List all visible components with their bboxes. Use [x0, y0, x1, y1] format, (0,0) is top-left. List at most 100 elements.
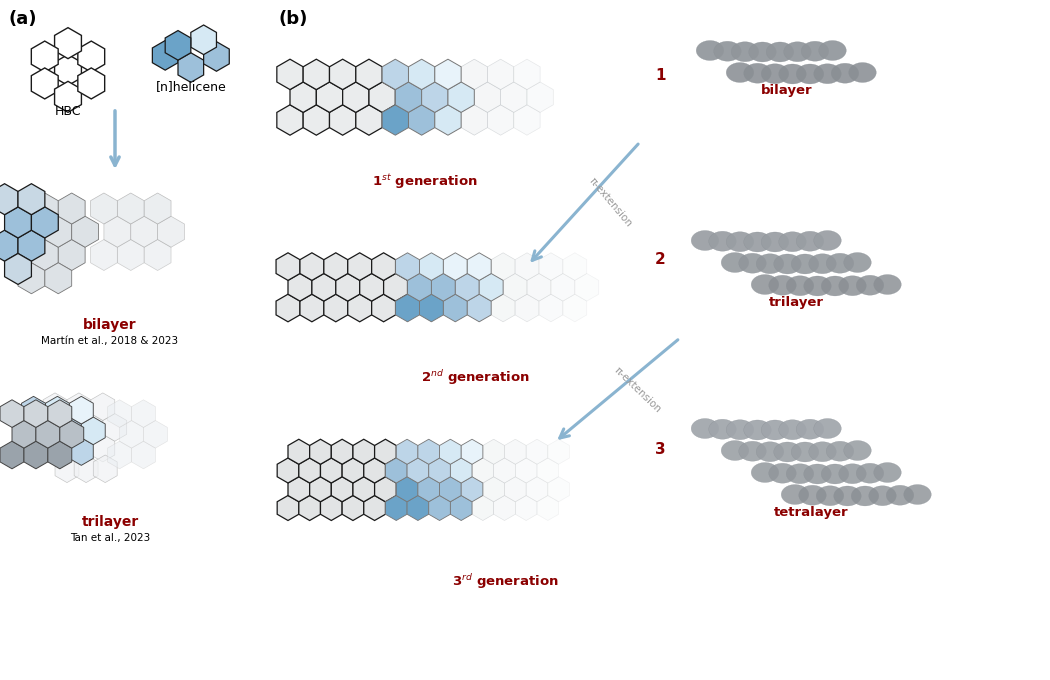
Polygon shape — [491, 253, 516, 280]
Ellipse shape — [786, 276, 814, 296]
Ellipse shape — [779, 232, 806, 252]
Polygon shape — [103, 413, 127, 441]
Polygon shape — [375, 477, 396, 502]
Polygon shape — [418, 477, 440, 502]
Ellipse shape — [844, 252, 872, 273]
Ellipse shape — [696, 41, 723, 61]
Polygon shape — [0, 441, 24, 469]
Ellipse shape — [874, 462, 901, 483]
Polygon shape — [78, 41, 105, 72]
Polygon shape — [461, 105, 487, 135]
Ellipse shape — [761, 64, 789, 84]
Polygon shape — [22, 396, 45, 424]
Polygon shape — [323, 253, 348, 280]
Polygon shape — [67, 435, 91, 462]
Text: 3$^{rd}$ generation: 3$^{rd}$ generation — [452, 572, 559, 591]
Polygon shape — [58, 193, 85, 224]
Polygon shape — [79, 413, 103, 441]
Polygon shape — [45, 396, 69, 424]
Ellipse shape — [739, 253, 766, 273]
Polygon shape — [418, 439, 440, 464]
Ellipse shape — [774, 442, 801, 462]
Polygon shape — [479, 273, 503, 301]
Polygon shape — [516, 253, 539, 280]
Polygon shape — [90, 239, 118, 271]
Polygon shape — [18, 231, 45, 261]
Polygon shape — [396, 439, 418, 464]
Polygon shape — [55, 54, 82, 86]
Ellipse shape — [852, 486, 879, 506]
Ellipse shape — [803, 464, 832, 484]
Polygon shape — [539, 294, 563, 322]
Ellipse shape — [844, 441, 872, 460]
Polygon shape — [363, 496, 385, 520]
Polygon shape — [24, 441, 48, 469]
Polygon shape — [396, 294, 419, 322]
Polygon shape — [408, 105, 435, 135]
Polygon shape — [69, 396, 93, 424]
Polygon shape — [107, 400, 131, 428]
Polygon shape — [12, 420, 36, 448]
Ellipse shape — [796, 420, 824, 439]
Polygon shape — [513, 105, 540, 135]
Ellipse shape — [743, 63, 772, 83]
Ellipse shape — [808, 442, 836, 462]
Polygon shape — [120, 420, 144, 448]
Polygon shape — [93, 455, 118, 483]
Polygon shape — [356, 59, 382, 90]
Text: π-extension: π-extension — [612, 365, 664, 415]
Polygon shape — [204, 41, 229, 71]
Polygon shape — [551, 273, 574, 301]
Polygon shape — [526, 477, 548, 502]
Polygon shape — [332, 477, 353, 502]
Polygon shape — [516, 496, 537, 520]
Polygon shape — [516, 458, 537, 483]
Ellipse shape — [856, 463, 884, 483]
Polygon shape — [276, 253, 300, 280]
Ellipse shape — [792, 442, 819, 462]
Polygon shape — [494, 496, 516, 520]
Polygon shape — [504, 477, 526, 502]
Ellipse shape — [761, 420, 789, 440]
Ellipse shape — [886, 486, 914, 505]
Polygon shape — [383, 273, 407, 301]
Text: bilayer: bilayer — [760, 84, 812, 97]
Text: trilayer: trilayer — [769, 296, 824, 309]
Polygon shape — [461, 439, 483, 464]
Ellipse shape — [819, 41, 846, 61]
Polygon shape — [299, 496, 320, 520]
Text: 2$^{nd}$ generation: 2$^{nd}$ generation — [421, 368, 529, 387]
Polygon shape — [428, 496, 450, 520]
Polygon shape — [369, 82, 395, 112]
Ellipse shape — [904, 485, 931, 505]
Polygon shape — [36, 420, 60, 448]
Polygon shape — [276, 294, 300, 322]
Polygon shape — [408, 59, 435, 90]
Polygon shape — [58, 417, 81, 445]
Polygon shape — [548, 439, 569, 464]
Polygon shape — [0, 231, 18, 261]
Polygon shape — [316, 82, 342, 112]
Polygon shape — [32, 239, 58, 271]
Polygon shape — [385, 496, 407, 520]
Polygon shape — [440, 439, 461, 464]
Polygon shape — [407, 273, 432, 301]
Ellipse shape — [816, 486, 844, 506]
Polygon shape — [516, 294, 539, 322]
Polygon shape — [43, 435, 67, 462]
Polygon shape — [4, 193, 31, 224]
Polygon shape — [45, 438, 69, 465]
Polygon shape — [32, 41, 58, 72]
Polygon shape — [55, 413, 79, 441]
Ellipse shape — [832, 63, 859, 83]
Polygon shape — [443, 294, 467, 322]
Polygon shape — [300, 294, 323, 322]
Polygon shape — [456, 273, 479, 301]
Polygon shape — [0, 400, 24, 428]
Polygon shape — [310, 477, 332, 502]
Ellipse shape — [691, 418, 719, 439]
Polygon shape — [526, 439, 548, 464]
Polygon shape — [22, 438, 45, 465]
Polygon shape — [158, 216, 185, 248]
Ellipse shape — [821, 464, 848, 484]
